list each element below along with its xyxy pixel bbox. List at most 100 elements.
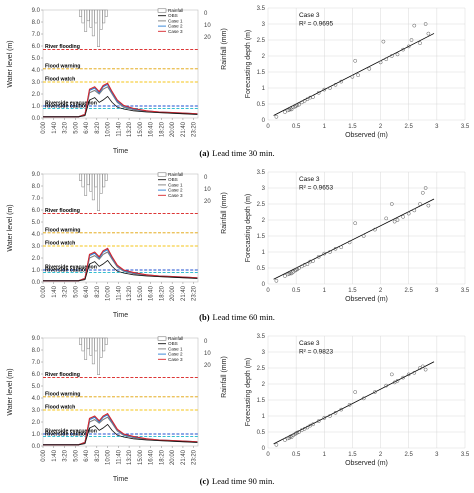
y-tick-label: 1.0: [32, 432, 41, 438]
rainfall-bar: [79, 173, 82, 181]
scatter-point: [353, 58, 358, 63]
x-tick-label: 0.5: [292, 452, 301, 458]
x-tick-label: 8:20: [95, 121, 101, 133]
scatter-point: [339, 407, 344, 412]
scatter-chart: 00 0.5 0.5 1 1 1.5 1.5 2 2 2.5 2.5 3 3 3.5 3.5 Observed…: [245, 334, 470, 467]
scatter-point: [295, 103, 300, 108]
scatter-point: [305, 425, 310, 430]
legend-entry: Rainfall: [168, 336, 183, 341]
legend-entry: Case 3: [168, 357, 183, 362]
scatter-point: [392, 380, 397, 385]
y-tick-label: 3: [262, 350, 266, 356]
x-tick-label: 23:20: [192, 285, 198, 301]
y-tick-label: 4.0: [32, 232, 41, 238]
y-axis-label: Forecasting depth (m): [245, 358, 252, 426]
scatter-point: [426, 203, 431, 208]
x-tick-label: 15:00: [138, 285, 144, 301]
rainfall-bar: [94, 9, 98, 24]
y-tick-label: 3: [262, 22, 266, 28]
y-tick-label: 0.0: [32, 280, 41, 286]
x-tick-label: 10:00: [106, 449, 112, 465]
threshold-label: Riverside evacuation: [45, 429, 97, 435]
rainfall-bar: [84, 9, 88, 32]
scatter-point: [311, 422, 315, 427]
y-tick-label: 0.5: [257, 266, 266, 272]
scatter-point: [420, 190, 425, 195]
scatter-chart: 00 0.5 0.5 1 1 1.5 1.5 2 2 2.5 2.5 3 3 3.5 3.5 Observed…: [245, 6, 470, 139]
y-tick-label: 4.0: [32, 396, 41, 402]
legend-entry: Rainfall: [168, 8, 183, 13]
legend-swatch-rainfall: [157, 8, 167, 13]
y-tick-label: 0: [262, 282, 266, 288]
scatter-point: [297, 102, 301, 107]
scatter-point: [274, 442, 279, 447]
threshold-label: Riverside evacuation: [45, 265, 97, 271]
scatter-point: [381, 39, 386, 44]
legend-entry: Case 3: [168, 193, 183, 198]
legend-swatch-rainfall: [157, 336, 167, 341]
y2-tick-label: 10: [204, 187, 211, 193]
x-tick-label: 0: [266, 124, 270, 130]
x-tick-label: 0:00: [41, 285, 47, 297]
scatter-point: [361, 234, 366, 238]
y-tick-label: 2.5: [257, 202, 266, 208]
rainfall-bar: [89, 9, 93, 28]
rainfall-bar: [86, 337, 90, 350]
scatter-point: [333, 246, 338, 251]
x-tick-label: 6:40: [84, 121, 90, 133]
y-tick-label: 6.0: [32, 208, 41, 214]
x-tick-label: 1:40: [52, 449, 58, 461]
x-tick-label: 6:40: [84, 449, 90, 461]
x-tick-label: 16:40: [149, 449, 155, 465]
y-tick-label: 0.0: [32, 116, 41, 122]
scatter-point: [418, 41, 422, 46]
scatter-point: [339, 245, 344, 250]
r2-label: R² = 0.9653: [299, 185, 334, 192]
scatter-point: [401, 47, 405, 52]
x-axis-label: Time: [113, 476, 128, 483]
x-tick-label: 20:00: [170, 449, 176, 465]
scatter-point: [285, 272, 290, 277]
x-axis-label: Observed (m): [345, 460, 388, 467]
x-tick-label: 3:20: [63, 285, 69, 297]
scatter-point: [350, 74, 355, 79]
scatter-point: [418, 202, 422, 206]
scatter-point: [409, 38, 414, 42]
plot-frame: [42, 337, 199, 447]
scatter-point: [316, 419, 321, 423]
scatter-point: [285, 436, 290, 441]
x-tick-label: 1: [323, 288, 327, 294]
rainfall-bar: [99, 337, 103, 358]
y2-tick-label: 20: [204, 363, 211, 369]
scatter-point: [274, 114, 279, 119]
scatter-point: [353, 390, 358, 394]
x-tick-label: 21:40: [181, 449, 187, 465]
rainfall-bar: [91, 9, 95, 37]
y-tick-label: 3.0: [32, 244, 41, 250]
case-label: Case 3: [299, 340, 320, 347]
threshold-label: Riverside caution: [45, 267, 88, 273]
rainfall-bar: [94, 173, 98, 188]
y-tick-label: 1.0: [32, 268, 41, 274]
scatter-point: [395, 218, 400, 222]
hydrograph-chart: 0.0 1.0 2.0 3.0 4.0 5.0 6.0 7.0 8.0 9.0 0 10 20 0:00 1…: [7, 336, 228, 483]
x-tick-label: 3: [435, 124, 439, 130]
x-tick-label: 21:40: [181, 285, 187, 301]
scatter-point: [412, 208, 417, 213]
scatter-point: [426, 31, 431, 36]
scatter-point: [373, 227, 377, 232]
x-tick-label: 3: [435, 452, 439, 458]
x-tick-label: 2.5: [405, 452, 414, 458]
scatter-point: [392, 219, 397, 224]
legend-entry: Case 2: [168, 352, 183, 357]
legend-entry: Case 2: [168, 188, 183, 193]
x-tick-label: 10:00: [106, 121, 112, 137]
legend-entry: Case 1: [168, 18, 183, 23]
rainfall-bar: [89, 337, 93, 356]
scatter-point: [274, 278, 279, 283]
y-tick-label: 0: [262, 446, 266, 452]
caption-text: Lead time 60 min.: [213, 312, 275, 322]
case-label: Case 3: [299, 12, 320, 19]
y2-axis-label: Rainfall (mm): [221, 356, 228, 398]
scatter-point: [384, 216, 389, 221]
